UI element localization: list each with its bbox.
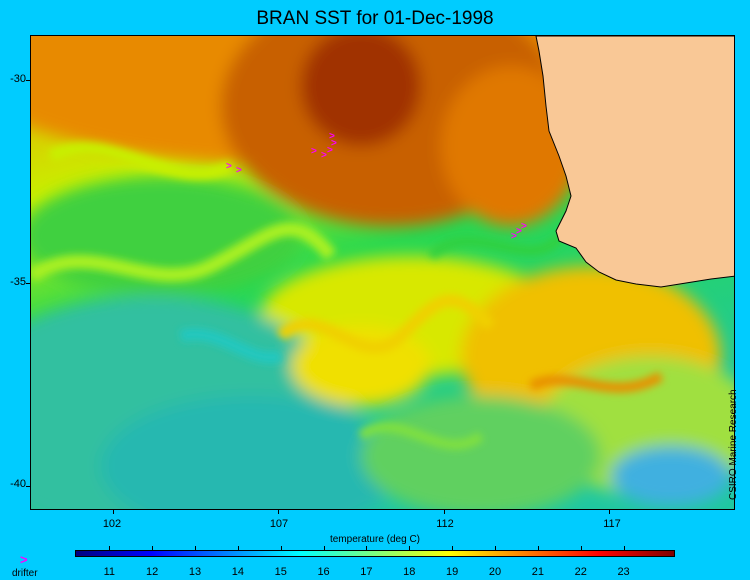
colorbar-tick-label: 17 — [360, 566, 373, 578]
lat-tick-mark — [26, 282, 30, 284]
colorbar-tick-label: 14 — [231, 566, 244, 578]
colorbar-tick-label: 23 — [617, 566, 630, 578]
sst-eddies — [31, 142, 664, 450]
drifter-legend-label: drifter — [12, 568, 38, 579]
colorbar-tick-label: 16 — [317, 566, 330, 578]
drifter-marker: > — [511, 231, 517, 242]
drifter-marker: > — [331, 138, 337, 149]
lat-tick-mark — [26, 485, 30, 487]
colorbar-tick — [152, 546, 154, 550]
credit-label: CSIRO Marine Research — [728, 389, 739, 500]
drifter-marker: > — [516, 226, 522, 237]
lat-tick-label: -40 — [10, 478, 26, 490]
colorbar-tick — [366, 546, 368, 550]
colorbar-tick — [452, 546, 454, 550]
colorbar-tick — [409, 546, 411, 550]
lon-tick-label: 117 — [603, 518, 621, 530]
sst-map: > > > > > > > > > > — [30, 35, 735, 510]
colorbar-tick-label: 19 — [446, 566, 459, 578]
lat-tick-label: -35 — [10, 276, 26, 288]
colorbar-tick-label: 21 — [531, 566, 544, 578]
drifter-marker: > — [311, 146, 317, 157]
lon-tick-mark — [609, 510, 611, 514]
colorbar-tick-label: 18 — [403, 566, 416, 578]
lat-tick-label: -30 — [10, 73, 26, 85]
drifter-marker: > — [236, 165, 242, 176]
drifter-legend-icon: > — [20, 552, 28, 567]
land-mass — [535, 36, 734, 288]
colorbar-tick — [323, 546, 325, 550]
lon-tick-mark — [278, 510, 280, 514]
colorbar-tick-label: 15 — [274, 566, 287, 578]
lon-tick-label: 102 — [102, 518, 122, 530]
lon-tick-mark — [443, 510, 445, 514]
colorbar-tick — [109, 546, 111, 550]
colorbar-tick — [623, 546, 625, 550]
sst-water-masses — [31, 36, 734, 509]
colorbar-tick-label: 22 — [574, 566, 587, 578]
colorbar-tick — [237, 546, 239, 550]
colorbar-tick — [537, 546, 539, 550]
lon-tick-label: 107 — [269, 518, 289, 530]
drifter-marker: > — [329, 131, 335, 142]
drifter-marker: > — [521, 221, 527, 232]
lon-tick-mark — [112, 510, 114, 514]
colorbar-tick-label: 20 — [488, 566, 502, 578]
colorbar-title: temperature (deg C) — [329, 534, 421, 545]
lat-tick-mark — [26, 79, 30, 81]
drifter-marker: > — [226, 161, 232, 172]
colorbar-tick — [580, 546, 582, 550]
colorbar-tick — [280, 546, 282, 550]
colorbar-tick — [495, 546, 496, 550]
colorbar-tick-label: 11 — [103, 566, 115, 578]
colorbar-tick-label: 12 — [146, 566, 159, 578]
drifter-marker: > — [321, 150, 327, 161]
drifter-layer: > >> > >>> > >> — [226, 131, 527, 242]
drifter-marker: > — [327, 145, 333, 156]
colorbar-tick-label: 13 — [188, 566, 202, 578]
colorbar — [75, 550, 675, 557]
map-title: BRAN SST for 01-Dec-1998 — [256, 8, 494, 29]
sst-field — [31, 36, 734, 509]
lon-tick-label: 112 — [436, 518, 454, 530]
colorbar-tick — [195, 546, 196, 550]
